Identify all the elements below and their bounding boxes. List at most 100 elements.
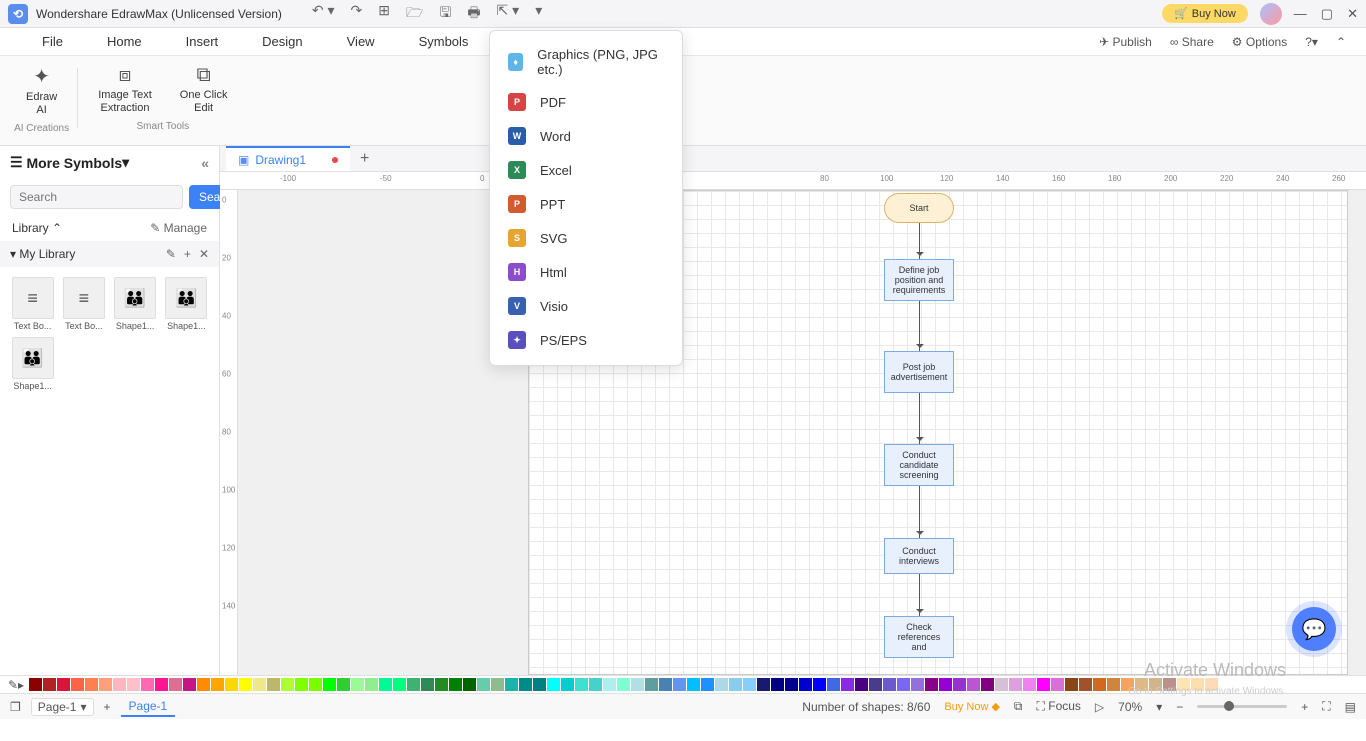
color-swatch[interactable] [897, 678, 910, 691]
shape-item[interactable]: 👪Shape1... [10, 337, 55, 391]
buy-now-button[interactable]: 🛒 Buy Now [1162, 4, 1248, 23]
color-swatch[interactable] [1009, 678, 1022, 691]
menu-home[interactable]: Home [85, 34, 164, 49]
color-swatch[interactable] [1135, 678, 1148, 691]
flow-node-n5[interactable]: Check references and [884, 616, 954, 658]
presentation-icon[interactable]: ▷ [1095, 700, 1104, 714]
layout-icon[interactable]: ❐ [10, 700, 21, 714]
color-swatch[interactable] [211, 678, 224, 691]
color-swatch[interactable] [813, 678, 826, 691]
color-swatch[interactable] [393, 678, 406, 691]
zoom-chevron-icon[interactable]: ▾ [1156, 700, 1162, 714]
more-icon[interactable]: ▾ [535, 2, 542, 26]
color-swatch[interactable] [967, 678, 980, 691]
menu-design[interactable]: Design [240, 34, 324, 49]
color-swatch[interactable] [757, 678, 770, 691]
shape-item[interactable]: 👪Shape1... [164, 277, 209, 331]
add-tab-button[interactable]: + [350, 150, 379, 168]
color-swatch[interactable] [869, 678, 882, 691]
pencil-icon[interactable]: ✎▸ [8, 678, 24, 692]
color-swatch[interactable] [701, 678, 714, 691]
page-tab[interactable]: Page-1 [121, 697, 176, 717]
color-swatch[interactable] [491, 678, 504, 691]
color-swatch[interactable] [743, 678, 756, 691]
color-swatch[interactable] [1107, 678, 1120, 691]
color-swatch[interactable] [1079, 678, 1092, 691]
color-swatch[interactable] [1065, 678, 1078, 691]
flow-node-start[interactable]: Start [884, 193, 954, 223]
menu-symbols[interactable]: Symbols [397, 34, 491, 49]
color-swatch[interactable] [575, 678, 588, 691]
color-swatch[interactable] [141, 678, 154, 691]
mylib-chevron-icon[interactable]: ▾ [10, 247, 19, 261]
color-swatch[interactable] [1149, 678, 1162, 691]
chevron-down-icon[interactable]: ▾ [122, 154, 129, 171]
user-avatar[interactable] [1260, 3, 1282, 25]
menu-view[interactable]: View [325, 34, 397, 49]
color-swatch[interactable] [505, 678, 518, 691]
color-swatch[interactable] [421, 678, 434, 691]
flow-arrow[interactable] [919, 223, 920, 259]
shape-item[interactable]: 👪Shape1... [113, 277, 158, 331]
color-swatch[interactable] [281, 678, 294, 691]
color-swatch[interactable] [617, 678, 630, 691]
color-swatch[interactable] [379, 678, 392, 691]
color-swatch[interactable] [1191, 678, 1204, 691]
color-swatch[interactable] [519, 678, 532, 691]
color-swatch[interactable] [71, 678, 84, 691]
menu-insert[interactable]: Insert [164, 34, 241, 49]
color-swatch[interactable] [127, 678, 140, 691]
color-swatch[interactable] [1093, 678, 1106, 691]
options-link[interactable]: ⚙ Options [1232, 35, 1287, 49]
color-swatch[interactable] [603, 678, 616, 691]
color-swatch[interactable] [351, 678, 364, 691]
color-swatch[interactable] [533, 678, 546, 691]
color-swatch[interactable] [365, 678, 378, 691]
color-swatch[interactable] [995, 678, 1008, 691]
color-swatch[interactable] [295, 678, 308, 691]
flow-arrow[interactable] [919, 486, 920, 538]
export-item-ps/eps[interactable]: ✦PS/EPS [490, 323, 682, 357]
color-swatch[interactable] [337, 678, 350, 691]
minimize-icon[interactable]: — [1294, 6, 1307, 22]
color-swatch[interactable] [561, 678, 574, 691]
flow-arrow[interactable] [919, 301, 920, 351]
zoom-out-button[interactable]: − [1176, 700, 1183, 714]
color-swatch[interactable] [323, 678, 336, 691]
export-item-pdf[interactable]: PPDF [490, 85, 682, 119]
tool-edraw-ai[interactable]: ✦ Edraw AI [12, 64, 71, 117]
tool-image-text[interactable]: ⧈ Image Text Extraction [84, 64, 166, 115]
color-swatch[interactable] [183, 678, 196, 691]
color-swatch[interactable] [1205, 678, 1218, 691]
shape-item[interactable]: ≡Text Bo... [61, 277, 106, 331]
color-swatch[interactable] [43, 678, 56, 691]
export-item-excel[interactable]: XExcel [490, 153, 682, 187]
flow-arrow[interactable] [919, 574, 920, 616]
color-swatch[interactable] [785, 678, 798, 691]
maximize-icon[interactable]: ▢ [1321, 6, 1333, 22]
color-swatch[interactable] [197, 678, 210, 691]
publish-link[interactable]: ✈ Publish [1099, 35, 1152, 49]
mylib-close-icon[interactable]: ✕ [199, 247, 209, 261]
color-swatch[interactable] [981, 678, 994, 691]
color-swatch[interactable] [547, 678, 560, 691]
color-swatch[interactable] [771, 678, 784, 691]
color-swatch[interactable] [169, 678, 182, 691]
print-icon[interactable]: 🖶 [467, 2, 480, 26]
share-link[interactable]: ∞ Share [1170, 35, 1214, 49]
flow-node-n4[interactable]: Conduct interviews [884, 538, 954, 574]
fit-page-icon[interactable]: ⛶ [1322, 699, 1330, 714]
zoom-in-button[interactable]: + [1301, 700, 1308, 714]
color-swatch[interactable] [1037, 678, 1050, 691]
close-icon[interactable]: ✕ [1347, 6, 1358, 22]
color-swatch[interactable] [659, 678, 672, 691]
save-icon[interactable]: 🖫 [439, 2, 451, 26]
color-swatch[interactable] [1023, 678, 1036, 691]
color-swatch[interactable] [253, 678, 266, 691]
mylib-edit-icon[interactable]: ✎ [166, 247, 176, 261]
open-icon[interactable]: 🗁 [406, 2, 423, 26]
export-item-html[interactable]: HHtml [490, 255, 682, 289]
my-library-label[interactable]: My Library [19, 247, 75, 261]
flow-node-n3[interactable]: Conduct candidate screening [884, 444, 954, 486]
shape-item[interactable]: ≡Text Bo... [10, 277, 55, 331]
